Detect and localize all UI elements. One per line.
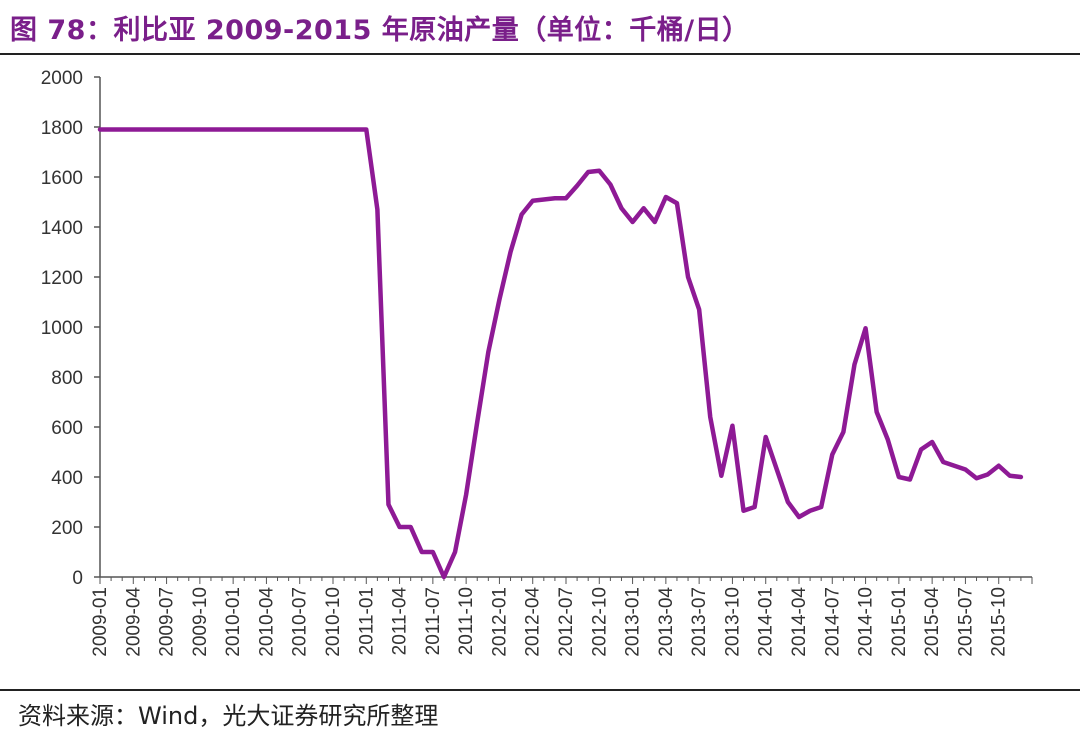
x-tick-label: 2009-07: [157, 587, 178, 657]
y-tick-label: 1600: [41, 168, 83, 189]
x-tick-label: 2012-10: [589, 587, 610, 657]
x-tick-label: 2015-07: [955, 587, 976, 657]
series-line: [97, 127, 1024, 580]
x-tick-label: 2015-10: [989, 587, 1010, 657]
y-tick-label: 1800: [41, 118, 83, 139]
x-tick-label: 2010-07: [290, 587, 311, 657]
x-tick-label: 2011-10: [456, 587, 477, 655]
x-tick-label: 2014-04: [789, 587, 810, 657]
x-tick-label: 2011-01: [356, 587, 377, 655]
y-tick-label: 800: [51, 368, 83, 389]
source-divider: [0, 689, 1080, 691]
x-tick-label: 2013-04: [656, 587, 677, 657]
x-tick-label: 2014-07: [822, 587, 843, 657]
x-axis-ticks: 2009-01 2009-04 2009-07 2009-10 2010-01 2010-…: [90, 577, 1033, 657]
x-tick-label: 2011-07: [423, 587, 444, 655]
y-axis-ticks: 0 200 400 600 800 1000 1200 1400 1600 1800 2000: [41, 68, 100, 589]
y-tick-label: 400: [51, 468, 83, 489]
y-tick-label: 1200: [41, 268, 83, 289]
x-tick-label: 2013-01: [623, 587, 644, 657]
x-tick-label: 2011-04: [390, 587, 411, 656]
y-tick-label: 600: [51, 418, 83, 439]
x-tick-label: 2015-01: [889, 587, 910, 657]
x-tick-label: 2013-10: [722, 587, 743, 657]
title-divider: [0, 53, 1080, 55]
y-tick-label: 2000: [41, 68, 83, 89]
x-tick-label: 2014-01: [756, 587, 777, 657]
chart-axes: [99, 77, 1032, 578]
x-tick-label: 2014-10: [856, 587, 877, 657]
x-tick-label: 2009-10: [190, 587, 211, 657]
y-tick-label: 1400: [41, 218, 83, 239]
y-tick-label: 0: [72, 568, 83, 589]
y-tick-label: 200: [51, 518, 83, 539]
source-note: 资料来源：Wind，光大证券研究所整理: [18, 702, 439, 730]
plot-area: [97, 127, 1024, 580]
chart-title: 图 78：利比亚 2009-2015 年原油产量（单位：千桶/日）: [10, 15, 750, 46]
x-tick-label: 2013-07: [689, 587, 710, 657]
x-tick-label: 2009-04: [123, 587, 144, 657]
x-tick-label: 2012-01: [489, 587, 510, 657]
x-tick-label: 2009-01: [90, 587, 111, 657]
line-chart: 0 200 400 600 800 1000 1200 1400 1600 1800 2000 20…: [41, 68, 1033, 657]
x-tick-label: 2015-04: [922, 587, 943, 657]
y-tick-label: 1000: [41, 318, 83, 339]
x-tick-label: 2010-10: [323, 587, 344, 657]
x-tick-label: 2010-01: [223, 587, 244, 657]
x-tick-label: 2010-04: [256, 587, 277, 657]
x-tick-label: 2012-07: [556, 587, 577, 657]
x-tick-label: 2012-04: [523, 587, 544, 657]
